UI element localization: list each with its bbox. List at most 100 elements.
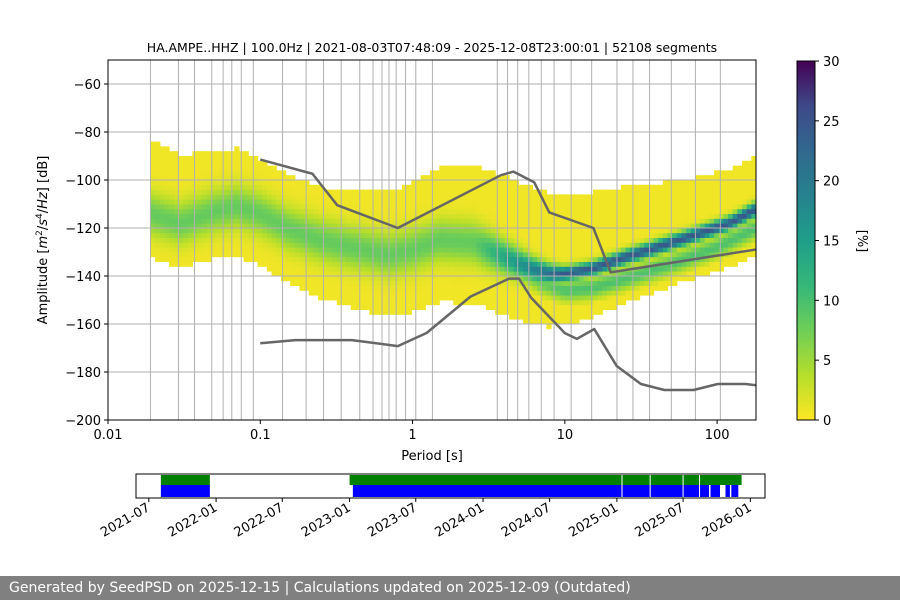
heatmap-cell-2415 xyxy=(592,304,599,310)
heatmap-cell-936 xyxy=(336,194,343,200)
heatmap-cell-1352 xyxy=(415,290,422,296)
plot-frame xyxy=(107,59,757,421)
heatmap-cell-2047 xyxy=(527,252,534,258)
heatmap-cell-3113 xyxy=(737,252,743,258)
heatmap-cell-2433 xyxy=(592,218,599,224)
heatmap-cell-2789 xyxy=(662,218,669,224)
heatmap-cell-575 xyxy=(266,252,273,258)
heatmap-cell-2607 xyxy=(625,213,631,219)
heatmap-cell-2024 xyxy=(523,223,529,229)
heatmap-cell-700 xyxy=(290,204,296,210)
heatmap-cell-865 xyxy=(322,199,329,205)
heatmap-cell-2439 xyxy=(592,189,599,195)
heatmap-cell-2685 xyxy=(644,290,650,296)
heatmap-cell-1694 xyxy=(471,266,478,272)
heatmap-cell-2823 xyxy=(672,266,678,272)
heatmap-cell-1303 xyxy=(406,271,412,277)
heatmap-cell-2452 xyxy=(597,252,603,258)
heatmap-cell-1769 xyxy=(481,184,487,190)
heatmap-cell-2090 xyxy=(537,319,543,325)
heatmap-cell-2345 xyxy=(578,271,585,277)
heatmap-cell-2463 xyxy=(597,199,603,205)
heatmap-cell-2314 xyxy=(574,295,580,301)
heatmap-cell-1540 xyxy=(443,175,450,181)
heatmap-cell-2128 xyxy=(541,271,547,277)
heatmap-cell-2694 xyxy=(644,247,650,253)
heatmap-cell-2831 xyxy=(672,228,678,234)
heatmap-cell-2757 xyxy=(658,266,664,272)
heatmap-cell-2451 xyxy=(597,256,603,262)
heatmap-cell-1496 xyxy=(439,252,445,258)
heatmap-cell-1349 xyxy=(415,304,422,310)
heatmap-cell-766 xyxy=(304,218,310,224)
heatmap-cell-267 xyxy=(201,223,207,229)
heatmap-cell-2961 xyxy=(700,204,706,210)
heatmap-cell-3117 xyxy=(737,232,743,238)
heatmap-cell-2438 xyxy=(592,194,599,200)
heatmap-cell-3074 xyxy=(728,247,734,253)
heatmap-cell-2776 xyxy=(662,280,669,286)
heatmap-cell-2537 xyxy=(611,204,617,210)
heatmap-cell-53 xyxy=(159,237,166,243)
heatmap-cell-1182 xyxy=(383,223,389,229)
heatmap-cell-2319 xyxy=(574,271,580,277)
heatmap-cell-1936 xyxy=(509,228,515,234)
heatmap-cell-248 xyxy=(197,204,203,210)
heatmap-cell-2478 xyxy=(602,247,608,253)
heatmap-cell-669 xyxy=(285,242,291,248)
heatmap-cell-711 xyxy=(294,261,301,267)
heatmap-cell-2025 xyxy=(523,218,529,224)
heatmap-cell-661 xyxy=(280,170,287,176)
heatmap-cell-599 xyxy=(271,247,277,253)
heatmap-cell-2879 xyxy=(681,199,687,205)
heatmap-cell-1935 xyxy=(509,232,515,238)
heatmap-cell-2109 xyxy=(537,228,543,234)
heatmap-cell-2809 xyxy=(667,228,673,234)
heatmap-cell-2803 xyxy=(667,256,673,262)
heatmap-cell-2674 xyxy=(639,232,645,238)
heatmap-cell-177 xyxy=(183,218,189,224)
heatmap-cell-1977 xyxy=(518,309,524,315)
heatmap-cell-636 xyxy=(276,180,282,186)
heatmap-cell-1400 xyxy=(420,189,426,195)
heatmap-cell-779 xyxy=(308,271,315,277)
heatmap-cell-1128 xyxy=(374,232,380,238)
heatmap-cell-1716 xyxy=(476,300,482,306)
heatmap-cell-1325 xyxy=(411,290,417,296)
heatmap-cell-615 xyxy=(271,170,277,176)
heatmap-cell-3166 xyxy=(746,189,752,195)
heatmap-cell-49 xyxy=(159,256,166,262)
heatmap-cell-748 xyxy=(299,194,305,200)
heatmap-cell-2327 xyxy=(574,232,580,238)
heatmap-cell-1217 xyxy=(392,304,398,310)
heatmap-cell-1835 xyxy=(495,290,501,296)
heatmap-cell-2954 xyxy=(700,237,706,243)
heatmap-cell-501 xyxy=(248,175,254,181)
heatmap-cell-1700 xyxy=(471,237,478,243)
heatmap-cell-152 xyxy=(178,228,184,234)
heatmap-cell-1714 xyxy=(471,170,478,176)
heatmap-cell-2092 xyxy=(537,309,543,315)
heatmap-cell-1848 xyxy=(495,228,501,234)
heatmap-cell-607 xyxy=(271,208,277,214)
heatmap-cell-1827 xyxy=(490,184,496,190)
heatmap-cell-535 xyxy=(257,228,263,234)
heatmap-cell-331 xyxy=(215,237,221,243)
heatmap-cell-287 xyxy=(206,237,212,243)
heatmap-cell-1557 xyxy=(448,228,454,234)
heatmap-cell-1120 xyxy=(374,271,380,277)
heatmap-cell-2335 xyxy=(574,194,580,200)
heatmap-cell-1765 xyxy=(481,204,487,210)
heatmap-cell-2669 xyxy=(639,256,645,262)
heatmap-cell-598 xyxy=(271,252,277,258)
heatmap-cell-1147 xyxy=(378,266,384,272)
heatmap-cell-2257 xyxy=(565,309,571,315)
heatmap-cell-1645 xyxy=(462,223,468,229)
heatmap-cell-930 xyxy=(336,223,343,229)
heatmap-cell-1176 xyxy=(383,252,389,258)
heatmap-cell-907 xyxy=(332,218,338,224)
heatmap-cell-585 xyxy=(266,204,273,210)
heatmap-cell-857 xyxy=(322,237,329,243)
heatmap-cell-2921 xyxy=(690,199,697,205)
heatmap-cell-3189 xyxy=(751,175,756,181)
